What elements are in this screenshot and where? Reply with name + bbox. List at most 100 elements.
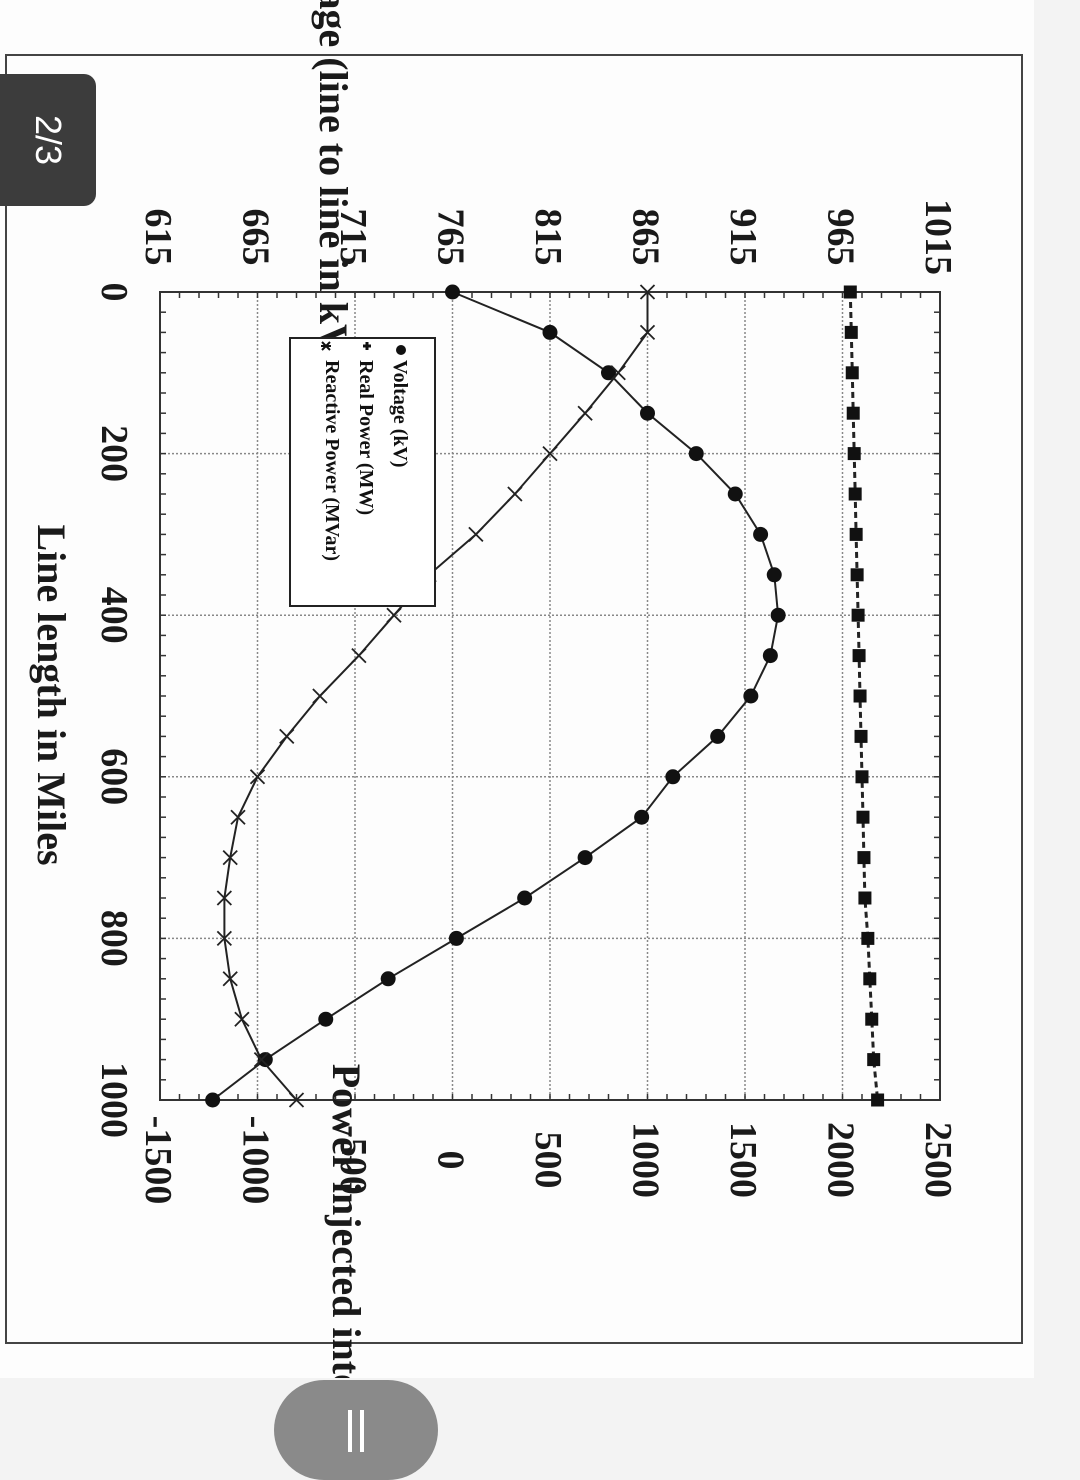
voltage-tick-label: 715 <box>332 209 374 266</box>
voltage-tick-label: 915 <box>722 209 764 266</box>
data-point-real-power <box>843 285 857 299</box>
data-point-reactive-power <box>288 1092 305 1108</box>
pause-button[interactable] <box>274 1380 438 1480</box>
voltage-axis-label: Voltage (line to line in kV) <box>311 0 356 366</box>
power-tick-label: 0 <box>430 1151 472 1170</box>
data-point-reactive-power <box>249 769 266 785</box>
data-point-reactive-power <box>610 365 626 381</box>
power-tick-label: 500 <box>527 1132 569 1189</box>
data-point-voltage <box>445 284 460 300</box>
data-point-real-power <box>867 1053 881 1067</box>
legend-reactive-power-marker <box>321 341 331 351</box>
data-point-voltage <box>743 688 759 704</box>
data-point-reactive-power <box>351 647 367 664</box>
data-point-reactive-power <box>577 405 593 421</box>
data-point-real-power <box>861 931 875 945</box>
voltage-tick-label: 865 <box>625 209 667 266</box>
legend-entry-real-power: Real Power (MW) <box>355 360 377 515</box>
data-point-voltage <box>727 486 743 502</box>
data-point-reactive-power <box>216 930 232 947</box>
data-point-real-power <box>845 366 859 380</box>
voltage-tick-label: 815 <box>527 209 569 266</box>
data-point-reactive-power <box>639 284 656 300</box>
data-point-real-power <box>871 1093 885 1107</box>
data-point-reactive-power <box>216 890 232 906</box>
data-point-voltage <box>710 728 726 744</box>
data-point-voltage <box>448 930 464 946</box>
data-point-voltage <box>380 971 396 987</box>
legend: Voltage (kV) Real Power (MW) Reactive Po… <box>289 337 436 607</box>
data-point-reactive-power <box>507 486 523 502</box>
data-point-real-power <box>856 810 870 824</box>
axis-ticks: 0 200 400 600 800 1000 615 665 715 765 815 865 915 96… <box>93 199 959 1204</box>
voltage-tick-label: 765 <box>430 209 472 266</box>
data-point-real-power <box>851 608 865 622</box>
power-tick-label: -1000 <box>235 1116 277 1205</box>
data-point-voltage <box>577 850 593 866</box>
voltage-tick-label: 965 <box>820 209 862 266</box>
data-point-voltage <box>257 1052 273 1068</box>
data-point-real-power <box>854 729 868 743</box>
power-tick-label: -500 <box>332 1125 374 1195</box>
power-tick-label: -1500 <box>137 1116 179 1205</box>
data-point-real-power <box>849 527 863 541</box>
data-point-voltage <box>766 567 782 583</box>
x-tick-label: 200 <box>93 425 135 482</box>
page-indicator-badge: 2/3 <box>0 74 96 206</box>
page-indicator: 2/3 <box>28 114 69 166</box>
data-point-voltage <box>688 446 704 462</box>
legend-entry-reactive-power: Reactive Power (MVar) <box>321 360 343 561</box>
data-point-voltage <box>762 648 778 664</box>
data-point-real-power <box>858 891 872 905</box>
data-point-voltage <box>640 405 655 421</box>
data-point-real-power <box>863 972 877 986</box>
data-point-reactive-power <box>234 1011 250 1027</box>
x-axis-label: Line length in Miles <box>29 524 74 865</box>
power-tick-label: 2000 <box>820 1122 862 1198</box>
data-point-real-power <box>844 325 858 339</box>
data-point-real-power <box>852 649 866 663</box>
data-point-reactive-power <box>253 1051 270 1068</box>
legend-entry-voltage: Voltage (kV) <box>389 360 411 468</box>
x-tick-label: 800 <box>93 910 135 967</box>
data-point-voltage <box>318 1011 334 1027</box>
power-axis-label: Power injected into line <box>324 1064 369 1378</box>
x-tick-label: 400 <box>93 587 135 644</box>
data-point-reactive-power <box>312 688 328 704</box>
data-point-voltage <box>517 890 533 906</box>
power-tick-label: 2500 <box>917 1122 959 1198</box>
data-point-voltage <box>665 769 681 785</box>
data-point-voltage <box>753 526 769 542</box>
chart-photo: 0 200 400 600 800 1000 615 665 715 765 815 865 915 96… <box>5 0 1023 1378</box>
data-point-real-power <box>865 1012 879 1026</box>
voltage-tick-label: 1015 <box>917 199 959 275</box>
data-point-voltage <box>205 1092 221 1108</box>
data-point-real-power <box>853 689 867 703</box>
series-markers <box>205 284 885 1108</box>
data-point-reactive-power <box>468 526 484 543</box>
data-point-reactive-power <box>386 607 402 623</box>
legend-real-power-marker <box>363 342 371 350</box>
data-point-reactive-power <box>222 971 238 987</box>
data-point-real-power <box>847 447 861 461</box>
power-tick-label: 1500 <box>722 1122 764 1198</box>
data-point-voltage <box>770 607 786 623</box>
power-tick-label: 1000 <box>625 1122 667 1198</box>
data-point-reactive-power <box>639 324 656 341</box>
data-point-real-power <box>848 487 862 501</box>
data-point-real-power <box>857 851 871 865</box>
legend-box <box>289 337 436 607</box>
data-point-voltage <box>634 809 650 825</box>
grid <box>160 292 940 1100</box>
data-point-real-power <box>850 568 864 582</box>
x-tick-label: 600 <box>93 748 135 805</box>
data-point-reactive-power <box>279 728 295 745</box>
data-point-reactive-power <box>230 809 246 825</box>
figure-frame <box>5 54 1023 1344</box>
chart: 0 200 400 600 800 1000 615 665 715 765 815 865 915 96… <box>5 0 1023 1378</box>
data-point-reactive-power <box>222 849 238 866</box>
data-point-voltage <box>542 324 558 340</box>
data-point-voltage <box>601 365 616 381</box>
x-tick-label: 1000 <box>93 1062 135 1138</box>
data-point-real-power <box>855 770 869 784</box>
